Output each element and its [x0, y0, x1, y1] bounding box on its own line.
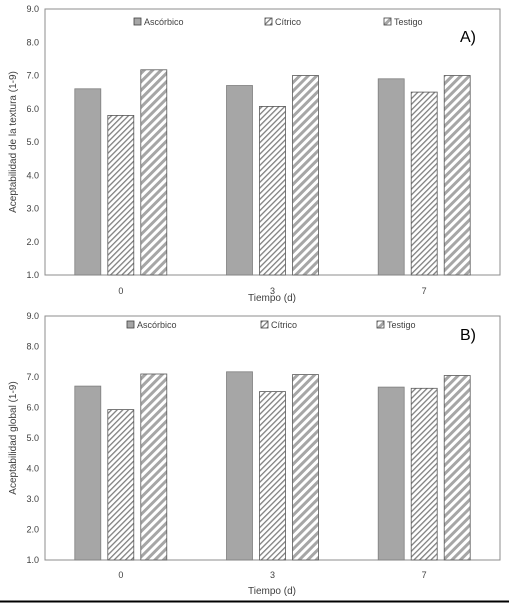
bar-cítrico — [107, 409, 135, 561]
bar-cítrico — [107, 115, 135, 276]
y-tick-label: 7.0 — [26, 372, 39, 382]
y-tick-label: 7.0 — [26, 71, 39, 81]
chart-panel-b: 1.0 2.0 3.0 4.0 5.0 6.0 7.0 8.0 9.0 0 3 7 Ascórbic… — [8, 311, 501, 597]
panel-label: B) — [460, 327, 476, 344]
legend-swatch — [383, 17, 392, 26]
y-tick-label: 9.0 — [26, 4, 39, 14]
legend-swatch — [264, 17, 273, 26]
y-axis-ticks: 1.0 2.0 3.0 4.0 5.0 6.0 7.0 8.0 9.0 — [26, 311, 39, 565]
legend-swatch — [126, 320, 135, 329]
legend-label: Testigo — [387, 320, 416, 330]
bar-cítrico — [410, 91, 438, 276]
x-tick-label: 7 — [422, 286, 427, 296]
bar-cítrico — [259, 106, 286, 276]
y-axis-title: Aceptabilidad de la textura (1-9) — [8, 71, 19, 213]
bar-ascórbico — [74, 385, 102, 561]
legend-swatch — [376, 320, 385, 329]
bar-ascórbico — [377, 386, 405, 561]
chart-panel-a: 1.0 2.0 3.0 4.0 5.0 6.0 7.0 8.0 9.0 0 3 7 Ascórbic… — [8, 4, 501, 304]
legend-label: Cítrico — [271, 320, 297, 330]
bar-ascórbico — [377, 78, 405, 276]
x-tick-label: 0 — [118, 286, 123, 296]
legend-label: Ascórbico — [144, 17, 184, 27]
bar-cítrico — [410, 387, 438, 561]
y-tick-label: 1.0 — [26, 555, 39, 565]
x-tick-label: 0 — [118, 570, 123, 580]
x-axis-ticks: 0 3 7 — [118, 570, 426, 580]
y-axis-ticks: 1.0 2.0 3.0 4.0 5.0 6.0 7.0 8.0 9.0 — [26, 4, 39, 280]
y-tick-label: 5.0 — [26, 433, 39, 443]
x-axis-ticks: 0 3 7 — [118, 286, 426, 296]
y-tick-label: 8.0 — [26, 342, 39, 352]
y-tick-label: 4.0 — [26, 170, 39, 180]
y-tick-label: 3.0 — [26, 494, 39, 504]
bar-ascórbico — [226, 85, 253, 276]
legend: Ascórbico Cítrico Testigo — [133, 17, 423, 27]
legend: Ascórbico Cítrico Testigo — [126, 320, 416, 330]
legend-label: Ascórbico — [137, 320, 177, 330]
x-axis-title: Tiempo (d) — [248, 293, 296, 304]
x-tick-label: 7 — [422, 570, 427, 580]
y-tick-label: 9.0 — [26, 311, 39, 321]
bars — [74, 371, 471, 561]
y-tick-label: 6.0 — [26, 403, 39, 413]
y-tick-label: 2.0 — [26, 525, 39, 535]
legend-label: Cítrico — [275, 17, 301, 27]
legend-label: Testigo — [394, 17, 423, 27]
bar-testigo — [292, 75, 319, 276]
y-axis-title: Aceptabilidad global (1-9) — [8, 381, 19, 494]
y-tick-label: 6.0 — [26, 104, 39, 114]
y-tick-label: 4.0 — [26, 464, 39, 474]
bar-ascórbico — [226, 371, 253, 561]
bar-testigo — [443, 375, 471, 561]
y-tick-label: 1.0 — [26, 270, 39, 280]
legend-swatch — [260, 320, 269, 329]
x-axis-title: Tiempo (d) — [248, 586, 296, 597]
panel-label: A) — [460, 29, 476, 46]
y-tick-label: 8.0 — [26, 37, 39, 47]
y-tick-label: 3.0 — [26, 204, 39, 214]
bar-testigo — [140, 69, 168, 276]
bars — [74, 69, 471, 276]
x-tick-label: 3 — [270, 286, 275, 296]
x-tick-label: 3 — [270, 570, 275, 580]
bar-testigo — [292, 374, 319, 561]
bar-testigo — [140, 373, 168, 561]
bar-testigo — [443, 75, 471, 276]
y-tick-label: 2.0 — [26, 237, 39, 247]
legend-swatch — [133, 17, 142, 26]
bar-ascórbico — [74, 88, 102, 276]
bar-cítrico — [259, 391, 286, 561]
y-tick-label: 5.0 — [26, 137, 39, 147]
